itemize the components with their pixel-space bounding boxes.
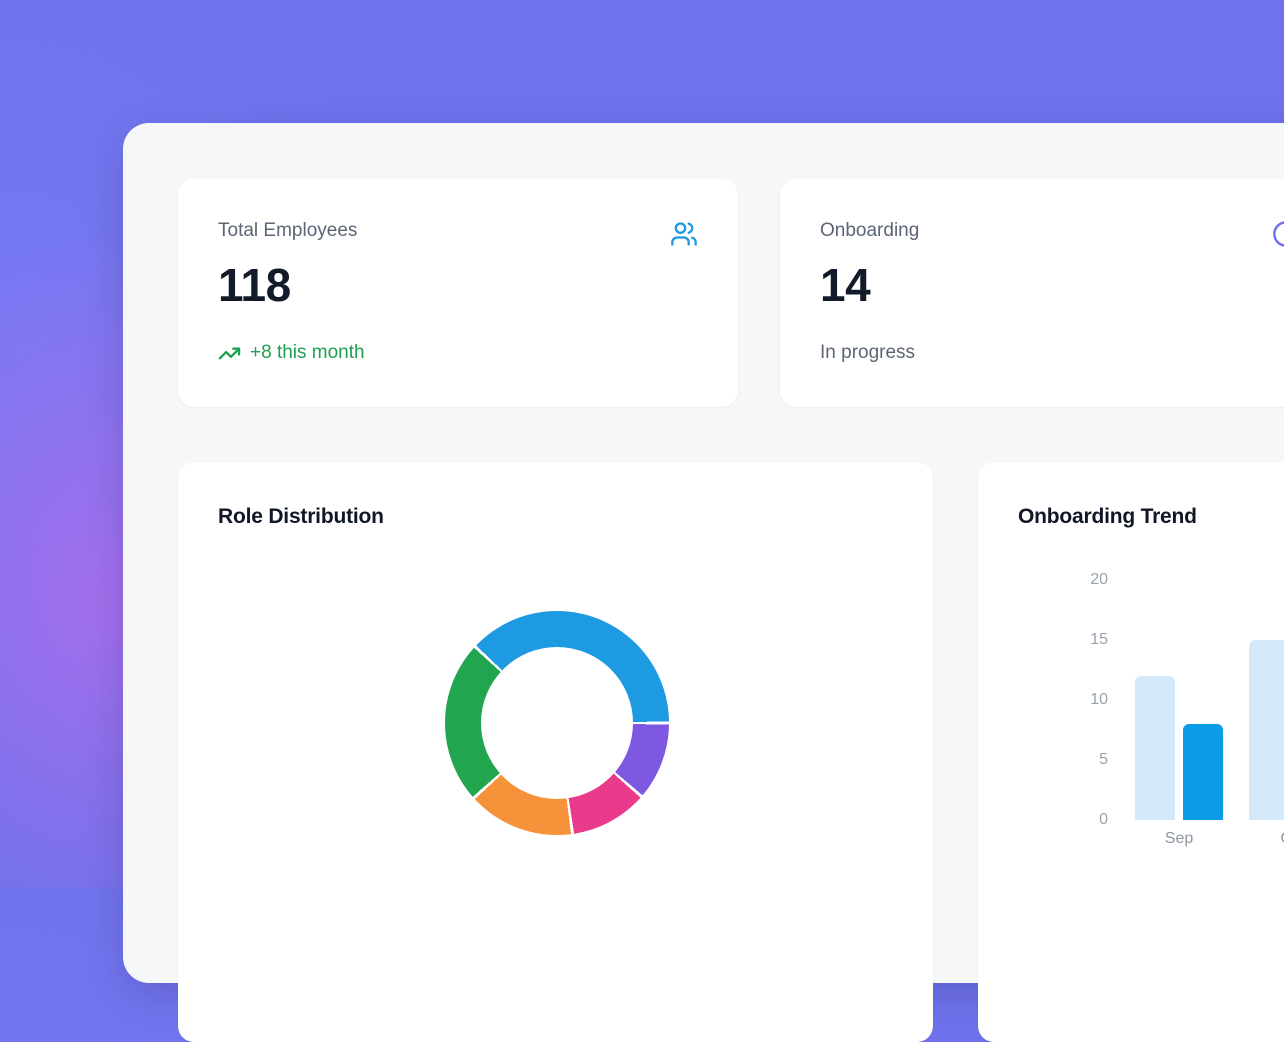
stat-card-header: Total Employees (218, 217, 698, 248)
bar-light-oct (1249, 640, 1284, 820)
role-distribution-donut-chart (445, 611, 669, 835)
stat-label: Total Employees (218, 220, 358, 241)
donut-hole (481, 647, 633, 799)
bar-light-sep (1135, 676, 1175, 820)
card-title: Onboarding Trend (1018, 505, 1197, 528)
y-axis-tick: 0 (1099, 811, 1108, 828)
stat-label: Onboarding (820, 220, 920, 241)
x-axis-label: Oct (1253, 830, 1284, 848)
stat-trend: +8 this month (218, 339, 365, 367)
dashboard-panel: Total Employees 118 +8 this month (123, 123, 1284, 1042)
card-title: Role Distribution (218, 505, 384, 528)
role-distribution-card: Role Distribution (178, 462, 933, 1042)
y-axis-tick: 5 (1099, 751, 1108, 768)
bar-dark-sep (1183, 724, 1223, 820)
y-axis-tick: 10 (1090, 691, 1108, 708)
clock-icon (1272, 220, 1284, 248)
stat-value: 118 (218, 259, 291, 311)
stat-card-total-employees: Total Employees 118 +8 this month (178, 179, 738, 407)
y-axis-tick: 15 (1090, 631, 1108, 648)
users-icon (670, 220, 698, 248)
subtitle-text: In progress (820, 342, 916, 363)
onboarding-trend-card: Onboarding Trend 0 5 10 15 20 Sep Oct (978, 462, 1284, 1042)
stat-subtitle: In progress (820, 339, 915, 367)
trend-text: +8 this month (250, 342, 365, 363)
stat-card-header: Onboarding (820, 217, 1284, 248)
trending-up-icon (218, 342, 241, 365)
y-axis-tick: 20 (1090, 571, 1108, 588)
x-axis-label: Sep (1164, 830, 1194, 847)
stat-card-onboarding: Onboarding 14 In progress (780, 179, 1284, 407)
stat-value: 14 (820, 259, 871, 311)
